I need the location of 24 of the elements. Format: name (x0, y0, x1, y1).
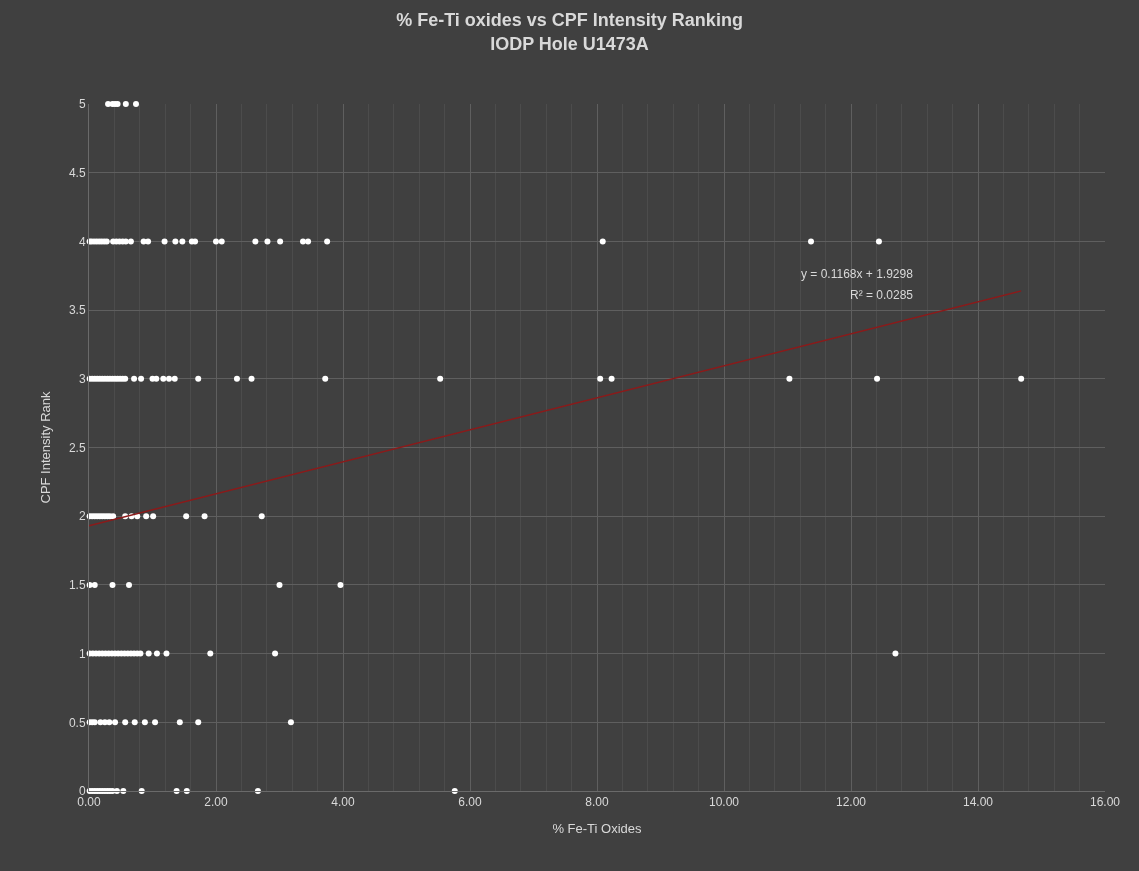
y-tick-label: 1 (78, 646, 86, 661)
x-tick-label: 0.00 (77, 795, 101, 810)
x-tick-label: 6.00 (458, 795, 482, 810)
y-tick-label: 4 (78, 234, 86, 249)
x-tick-label: 8.00 (585, 795, 609, 810)
x-tick-label: 14.00 (962, 795, 994, 810)
annotation: R² = 0.0285 (850, 288, 914, 302)
y-tick-label: 4.5 (68, 165, 86, 180)
chart-title: % Fe-Ti oxides vs CPF Intensity Ranking IODP Hole U1473A (396, 10, 743, 54)
y-axis-title: CPF Intensity Rank (37, 391, 53, 504)
annotation: y = 0.1168x + 1.9298 (801, 267, 914, 281)
y-tick-label: 5 (78, 97, 86, 112)
y-tick-label: 2.5 (68, 440, 86, 455)
y-tick-label: 3.5 (68, 303, 86, 318)
x-tick-label: 2.00 (204, 795, 228, 810)
y-tick-label: 2 (78, 509, 86, 524)
y-tick-label: 0.5 (68, 715, 86, 730)
x-tick-label: 4.00 (331, 795, 355, 810)
x-tick-label: 10.00 (708, 795, 740, 810)
x-tick-label: 16.00 (1089, 795, 1121, 810)
x-axis-title: % Fe-Ti Oxides (552, 821, 643, 836)
y-tick-label: 3 (78, 372, 86, 386)
y-tick-label: 1.5 (68, 578, 86, 593)
x-tick-label: 12.00 (835, 795, 867, 810)
